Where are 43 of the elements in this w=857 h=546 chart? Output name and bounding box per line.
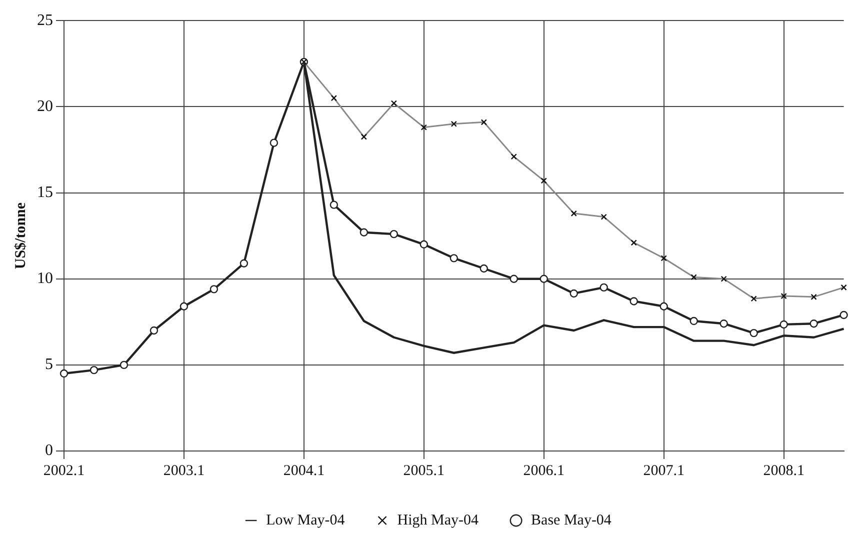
point bbox=[690, 316, 698, 326]
y-tick-label: 20 bbox=[37, 98, 53, 115]
x-tick-label: 2004.1 bbox=[283, 462, 325, 479]
point bbox=[630, 297, 638, 306]
point bbox=[270, 138, 278, 147]
point bbox=[810, 320, 818, 328]
x-tick-label: 2002.1 bbox=[43, 462, 85, 479]
point bbox=[420, 240, 428, 249]
y-tick-label: 5 bbox=[45, 356, 53, 374]
y-tick-label: 0 bbox=[45, 442, 53, 460]
point bbox=[720, 320, 728, 328]
point bbox=[480, 264, 488, 273]
point bbox=[60, 369, 68, 378]
point bbox=[660, 302, 668, 310]
point bbox=[450, 254, 458, 262]
point bbox=[180, 302, 188, 310]
point bbox=[840, 310, 848, 320]
point bbox=[750, 328, 758, 338]
legend-label: High May-04 bbox=[397, 512, 480, 528]
x-tick-label: 2008.1 bbox=[763, 462, 804, 479]
point bbox=[540, 274, 548, 283]
point bbox=[600, 283, 608, 292]
point bbox=[780, 320, 788, 329]
x-tick-label: 2005.1 bbox=[403, 462, 445, 479]
point bbox=[330, 200, 338, 209]
y-tick-label: 10 bbox=[37, 270, 53, 288]
x-tick-label: 2003.1 bbox=[163, 462, 205, 479]
point bbox=[210, 285, 218, 294]
point bbox=[240, 259, 248, 268]
legend-label: Base May-04 bbox=[531, 512, 612, 528]
point bbox=[570, 289, 578, 298]
x-tick-label: 2007.1 bbox=[643, 462, 684, 479]
point bbox=[120, 360, 128, 370]
y-tick-label: 25 bbox=[37, 12, 53, 29]
point bbox=[510, 274, 518, 283]
x-tick-label: 2006.1 bbox=[523, 462, 564, 479]
y-axis-title: US$/tonne bbox=[12, 202, 29, 270]
point bbox=[90, 366, 98, 374]
y-tick-label: 15 bbox=[37, 184, 53, 201]
point bbox=[390, 230, 398, 238]
point bbox=[150, 326, 158, 335]
point bbox=[360, 228, 368, 236]
legend-label: Low May-04 bbox=[266, 512, 346, 528]
